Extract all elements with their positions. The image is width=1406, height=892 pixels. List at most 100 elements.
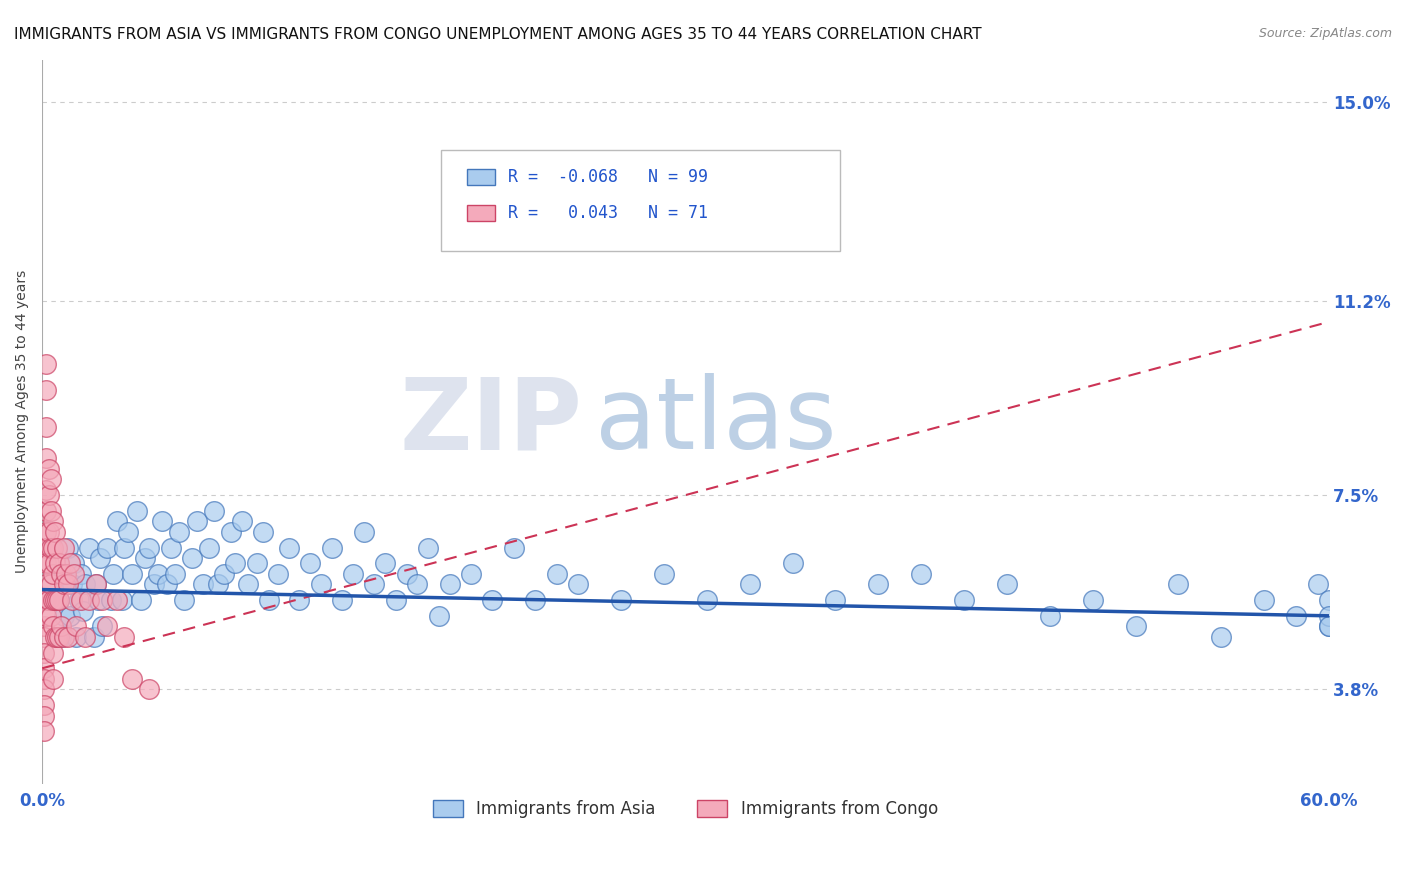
Point [219, 524, 242, 539]
Point [79, 593, 101, 607]
Point [146, 566, 169, 581]
Point [277, 541, 299, 555]
Point [121, 566, 143, 581]
Point [96, 619, 118, 633]
Point [35, 504, 58, 518]
Text: IMMIGRANTS FROM ASIA VS IMMIGRANTS FROM CONGO UNEMPLOYMENT AMONG AGES 35 TO 44 Y: IMMIGRANTS FROM ASIA VS IMMIGRANTS FROM … [14, 27, 981, 42]
Point [1306, 577, 1329, 591]
Text: atlas: atlas [595, 373, 837, 470]
Point [84, 577, 107, 591]
Point [395, 566, 418, 581]
Point [117, 524, 139, 539]
Point [546, 566, 568, 581]
Point [83, 630, 105, 644]
Point [89, 551, 111, 566]
Point [56, 541, 79, 555]
Point [150, 514, 173, 528]
Point [121, 672, 143, 686]
Point [35, 541, 58, 555]
Text: ZIP: ZIP [399, 373, 582, 470]
Point [155, 577, 177, 591]
Point [34, 708, 56, 723]
Point [46, 593, 69, 607]
Point [52, 608, 75, 623]
Y-axis label: Unemployment Among Ages 35 to 44 years: Unemployment Among Ages 35 to 44 years [15, 270, 30, 574]
Point [35, 383, 58, 397]
Point [129, 593, 152, 607]
Point [406, 577, 429, 591]
Point [181, 551, 204, 566]
Point [652, 566, 675, 581]
Point [245, 557, 267, 571]
Point [299, 557, 322, 571]
Point [1211, 630, 1233, 644]
Point [42, 514, 65, 528]
Point [159, 541, 181, 555]
Point [75, 630, 97, 644]
Point [34, 682, 56, 697]
Point [321, 541, 343, 555]
Point [214, 566, 236, 581]
Point [96, 541, 118, 555]
Point [44, 593, 66, 607]
Point [52, 566, 75, 581]
Point [231, 514, 253, 528]
Point [42, 541, 65, 555]
Point [207, 577, 229, 591]
Point [35, 420, 58, 434]
Point [52, 630, 75, 644]
Point [110, 593, 132, 607]
Point [39, 504, 62, 518]
Point [439, 577, 461, 591]
Point [42, 566, 65, 581]
Point [385, 593, 408, 607]
Point [34, 593, 56, 607]
Point [69, 566, 91, 581]
Point [35, 577, 58, 591]
Point [46, 630, 69, 644]
Point [51, 619, 73, 633]
Point [173, 593, 195, 607]
Point [34, 661, 56, 675]
Point [48, 593, 70, 607]
Point [1253, 593, 1275, 607]
Point [56, 577, 79, 591]
Point [34, 698, 56, 712]
Point [35, 524, 58, 539]
Point [191, 577, 214, 591]
Point [416, 541, 439, 555]
Point [79, 541, 101, 555]
Point [39, 577, 62, 591]
Point [52, 577, 75, 591]
Point [39, 541, 62, 555]
Point [38, 524, 60, 539]
Point [995, 577, 1018, 591]
Point [59, 557, 82, 571]
Point [1285, 608, 1308, 623]
Point [67, 593, 90, 607]
Point [34, 630, 56, 644]
Point [202, 504, 225, 518]
Point [309, 577, 332, 591]
Point [165, 566, 187, 581]
Point [60, 593, 83, 607]
Text: R =   0.043   N = 71: R = 0.043 N = 71 [508, 204, 707, 222]
Point [502, 541, 524, 555]
Point [84, 577, 107, 591]
Text: R =  -0.068   N = 99: R = -0.068 N = 99 [508, 168, 707, 186]
Point [105, 593, 128, 607]
Point [56, 630, 79, 644]
Point [38, 488, 60, 502]
Point [353, 524, 375, 539]
Point [35, 357, 58, 371]
Point [42, 672, 65, 686]
Point [34, 672, 56, 686]
Point [824, 593, 846, 607]
Point [34, 724, 56, 739]
FancyBboxPatch shape [467, 205, 495, 221]
Point [427, 608, 450, 623]
Point [112, 630, 135, 644]
Point [69, 593, 91, 607]
Point [1039, 608, 1062, 623]
Point [63, 557, 86, 571]
